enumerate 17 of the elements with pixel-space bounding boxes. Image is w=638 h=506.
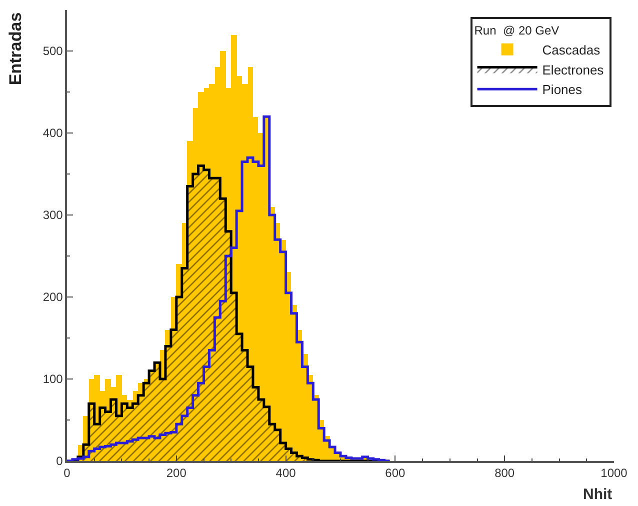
y-tick-label: 300 <box>42 208 64 222</box>
legend-title: Run @ 20 GeV <box>474 23 560 38</box>
x-axis-title: Nhit <box>583 486 612 503</box>
x-tick-label: 1000 <box>600 466 628 480</box>
legend-label: Electrones <box>542 62 604 78</box>
x-tick-label: 200 <box>166 466 187 480</box>
y-tick-label: 200 <box>42 290 64 304</box>
x-tick-label: 800 <box>494 466 515 480</box>
x-tick-label: 600 <box>385 466 406 480</box>
y-tick-label: 0 <box>56 454 64 468</box>
y-axis-title: Entradas <box>6 12 26 86</box>
y-tick-label: 400 <box>42 126 64 140</box>
legend-label: Piones <box>542 82 583 98</box>
y-tick-label: 100 <box>42 372 64 386</box>
x-tick-label: 400 <box>276 466 296 480</box>
legend-label: Cascadas <box>542 42 601 58</box>
y-tick-label: 500 <box>42 44 64 58</box>
